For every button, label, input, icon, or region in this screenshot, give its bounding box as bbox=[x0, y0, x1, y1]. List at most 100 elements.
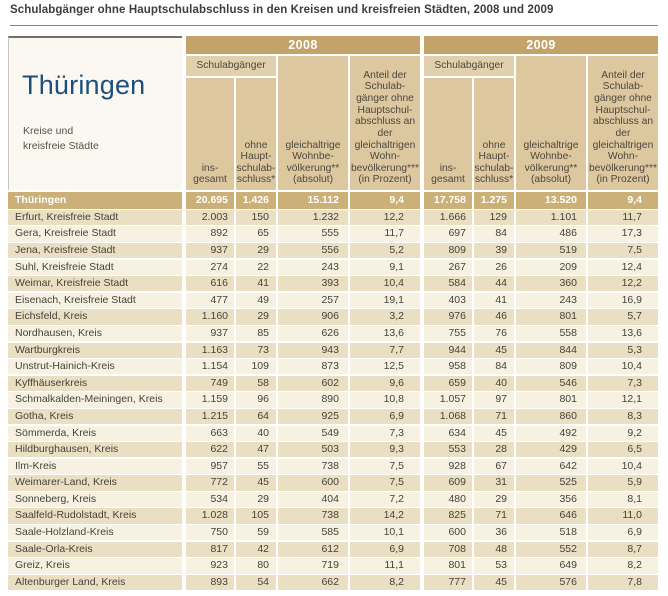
value-cell: 809 bbox=[424, 242, 472, 259]
value-cell: 47 bbox=[236, 442, 276, 458]
district-name-cell: Ilm-Kreis bbox=[8, 458, 182, 474]
value-cell: 738 bbox=[278, 508, 348, 524]
value-cell: 937 bbox=[186, 242, 234, 259]
district-name-cell: Weimar, Kreisfreie Stadt bbox=[8, 276, 182, 292]
title-divider bbox=[10, 25, 658, 26]
district-name-cell: Gotha, Kreis bbox=[8, 408, 182, 425]
table-row: Altenburger Land, Kreis 893 54 662 8,2 777 45 5… bbox=[8, 574, 658, 591]
value-cell: 13,6 bbox=[588, 325, 658, 342]
header-schulabgaenger-2008: Schulabgänger bbox=[186, 56, 276, 76]
year-group-2009: 2009 Schulabgänger ins- gesamt ohne Haup… bbox=[424, 36, 658, 190]
value-cell: 755 bbox=[424, 325, 472, 342]
district-name-cell: Saalfeld-Rudolstadt, Kreis bbox=[8, 508, 182, 524]
value-cell: 893 bbox=[186, 574, 234, 591]
table-row: Hildburghausen, Kreis 622 47 503 9,3 553 28 429… bbox=[8, 442, 658, 458]
value-cell: 404 bbox=[278, 491, 348, 508]
value-cell: 54 bbox=[236, 574, 276, 591]
value-cell: 8,1 bbox=[588, 491, 658, 508]
district-name-cell: Eisenach, Kreisfreie Stadt bbox=[8, 292, 182, 309]
table-row: Jena, Kreisfreie Stadt 937 29 556 5,2 809 39 51… bbox=[8, 242, 658, 259]
value-cell: 1.275 bbox=[474, 192, 514, 209]
value-cell: 31 bbox=[474, 475, 514, 491]
value-cell: 7,7 bbox=[350, 342, 420, 358]
table-row: Schmalkalden-Meiningen, Kreis 1.159 96 890 1… bbox=[8, 392, 658, 408]
value-cell: 958 bbox=[424, 359, 472, 375]
table-row: Eichsfeld, Kreis 1.160 29 906 3,2 976 46 801 5,7 bbox=[8, 309, 658, 325]
value-cell: 41 bbox=[474, 292, 514, 309]
value-cell: 600 bbox=[278, 475, 348, 491]
value-cell: 777 bbox=[424, 574, 472, 591]
header-anteil-2008: Anteil der Schulab- gänger ohne Hauptsch… bbox=[350, 56, 420, 190]
value-cell: 84 bbox=[474, 226, 514, 242]
value-cell: 6,9 bbox=[350, 541, 420, 557]
value-cell: 44 bbox=[474, 276, 514, 292]
header-ohne-hauptschulabschluss-2008: ohne Haupt- schulab- schluss* bbox=[236, 78, 276, 190]
table-row: Weimarer-Land, Kreis 772 45 600 7,5 609 31 525 5… bbox=[8, 475, 658, 491]
value-cell: 10,4 bbox=[350, 276, 420, 292]
value-cell: 45 bbox=[474, 425, 514, 441]
table-row: Ilm-Kreis 957 55 738 7,5 928 67 642 10,4 bbox=[8, 458, 658, 474]
value-cell: 96 bbox=[236, 392, 276, 408]
value-cell: 16,9 bbox=[588, 292, 658, 309]
value-cell: 642 bbox=[516, 458, 586, 474]
value-cell: 555 bbox=[278, 226, 348, 242]
value-cell: 662 bbox=[278, 574, 348, 591]
value-cell: 943 bbox=[278, 342, 348, 358]
value-cell: 503 bbox=[278, 442, 348, 458]
value-cell: 429 bbox=[516, 442, 586, 458]
value-cell: 558 bbox=[516, 325, 586, 342]
value-cell: 1.666 bbox=[424, 209, 472, 226]
district-name-cell: Kyffhäuserkreis bbox=[8, 375, 182, 392]
district-name-cell: Jena, Kreisfreie Stadt bbox=[8, 242, 182, 259]
district-name-cell: Suhl, Kreisfreie Stadt bbox=[8, 259, 182, 275]
value-cell: 356 bbox=[516, 491, 586, 508]
value-cell: 553 bbox=[424, 442, 472, 458]
value-cell: 403 bbox=[424, 292, 472, 309]
value-cell: 772 bbox=[186, 475, 234, 491]
value-cell: 12,5 bbox=[350, 359, 420, 375]
value-cell: 801 bbox=[424, 558, 472, 574]
value-cell: 59 bbox=[236, 525, 276, 541]
table-row: Kyffhäuserkreis 749 58 602 9,6 659 40 546 7,3 bbox=[8, 375, 658, 392]
value-cell: 26 bbox=[474, 259, 514, 275]
value-cell: 2.003 bbox=[186, 209, 234, 226]
value-cell: 6,5 bbox=[588, 442, 658, 458]
value-cell: 71 bbox=[474, 508, 514, 524]
value-cell: 957 bbox=[186, 458, 234, 474]
value-cell: 10,4 bbox=[588, 458, 658, 474]
value-cell: 17,3 bbox=[588, 226, 658, 242]
value-cell: 584 bbox=[424, 276, 472, 292]
value-cell: 29 bbox=[236, 242, 276, 259]
value-cell: 42 bbox=[236, 541, 276, 557]
value-cell: 7,5 bbox=[588, 242, 658, 259]
value-cell: 5,3 bbox=[588, 342, 658, 358]
value-cell: 10,1 bbox=[350, 525, 420, 541]
value-cell: 41 bbox=[236, 276, 276, 292]
value-cell: 58 bbox=[236, 375, 276, 392]
value-cell: 622 bbox=[186, 442, 234, 458]
district-name-cell: Gera, Kreisfreie Stadt bbox=[8, 226, 182, 242]
value-cell: 1.057 bbox=[424, 392, 472, 408]
value-cell: 944 bbox=[424, 342, 472, 358]
table-row: Gotha, Kreis 1.215 64 925 6,9 1.068 71 860 8,3 bbox=[8, 408, 658, 425]
header-anteil-2009: Anteil der Schulab- gänger ohne Hauptsch… bbox=[588, 56, 658, 190]
value-cell: 76 bbox=[474, 325, 514, 342]
value-cell: 8,2 bbox=[350, 574, 420, 591]
value-cell: 150 bbox=[236, 209, 276, 226]
value-cell: 1.215 bbox=[186, 408, 234, 425]
value-cell: 925 bbox=[278, 408, 348, 425]
value-cell: 64 bbox=[236, 408, 276, 425]
value-cell: 46 bbox=[474, 309, 514, 325]
district-name-cell: Schmalkalden-Meiningen, Kreis bbox=[8, 392, 182, 408]
value-cell: 719 bbox=[278, 558, 348, 574]
region-name: Thüringen bbox=[22, 70, 146, 100]
region-subtitle: Kreise und kreisfreie Städte bbox=[23, 125, 99, 152]
table-row: Saale-Orla-Kreis 817 42 612 6,9 708 48 552 8,7 bbox=[8, 541, 658, 557]
value-cell: 9,4 bbox=[350, 192, 420, 209]
value-cell: 937 bbox=[186, 325, 234, 342]
value-cell: 5,9 bbox=[588, 475, 658, 491]
value-cell: 7,2 bbox=[350, 491, 420, 508]
value-cell: 7,3 bbox=[350, 425, 420, 441]
value-cell: 519 bbox=[516, 242, 586, 259]
value-cell: 45 bbox=[474, 574, 514, 591]
